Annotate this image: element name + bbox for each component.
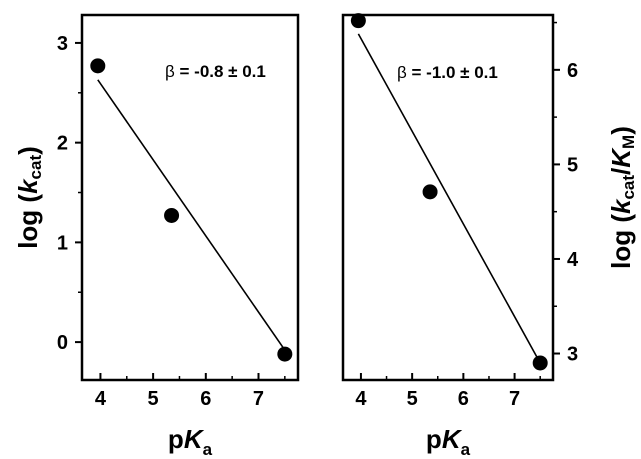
- y-title-sub: cat: [26, 155, 45, 180]
- fit-line: [97, 79, 286, 351]
- x-tick-label: 6: [200, 388, 211, 410]
- y-title-italic: k: [606, 198, 636, 214]
- x-title-italic: K: [184, 424, 205, 454]
- y-tick-label: 0: [57, 332, 68, 354]
- data-point: [164, 207, 180, 223]
- data-points: [90, 58, 293, 362]
- y-tick-label: 5: [567, 154, 578, 176]
- y-title-suffix: ): [13, 146, 43, 155]
- x-tick-label: 4: [355, 388, 367, 410]
- beta-symbol: β: [397, 63, 407, 82]
- y-tick-label: 3: [57, 33, 68, 55]
- y-tick-label: 6: [567, 60, 578, 82]
- y-tick-label: 1: [57, 232, 68, 254]
- data-point: [532, 355, 548, 371]
- y-title-suffix: ): [606, 126, 636, 135]
- data-point: [350, 13, 366, 29]
- x-title-sub: a: [203, 440, 213, 459]
- x-axis-ticks: 4 5 6 7: [95, 373, 286, 410]
- beta-value: = -1.0 ± 0.1: [407, 63, 498, 82]
- y-tick-label: 2: [57, 133, 68, 155]
- y-axis-ticks: 3 4 5 6: [553, 21, 579, 366]
- x-title-italic: K: [442, 424, 463, 454]
- y-tick-label: 4: [567, 249, 579, 271]
- data-point: [90, 58, 106, 74]
- beta-annotation: β = -1.0 ± 0.1: [397, 63, 498, 82]
- left-panel-kcat: 4 5 6 7 0 1 2 3 β = -0.8 ± 0.1 pKa log (kcat): [13, 13, 300, 459]
- x-tick-label: 4: [95, 388, 107, 410]
- y-title-prefix: log (: [13, 194, 43, 249]
- y-title-italic: k: [13, 178, 43, 194]
- x-axis-title: pKa: [168, 424, 213, 459]
- y-title-prefix: log (: [606, 214, 636, 269]
- y-title-sub: cat: [619, 175, 638, 200]
- x-tick-label: 5: [148, 388, 159, 410]
- beta-value: = -0.8 ± 0.1: [175, 62, 266, 81]
- y-axis-title: log (kcat/KM): [606, 126, 639, 269]
- y-title-sub2: M: [619, 135, 638, 149]
- y-tick-label: 3: [567, 344, 578, 366]
- x-tick-label: 5: [407, 388, 418, 410]
- y-title-italic2: K: [606, 147, 636, 168]
- x-title-main: p: [168, 424, 184, 454]
- x-tick-label: 7: [253, 388, 264, 410]
- data-points: [350, 13, 548, 371]
- y-title-mid: /: [606, 168, 636, 175]
- beta-symbol: β: [165, 62, 175, 81]
- y-axis-ticks: 0 1 2 3: [57, 33, 82, 354]
- x-title-sub: a: [461, 440, 471, 459]
- fit-line: [357, 33, 541, 364]
- x-tick-label: 6: [458, 388, 469, 410]
- data-point: [277, 346, 293, 362]
- x-axis-ticks: 4 5 6 7: [355, 373, 541, 410]
- x-title-main: p: [426, 424, 442, 454]
- data-point: [422, 184, 438, 200]
- plot-frame: [341, 13, 555, 382]
- x-axis-title: pKa: [426, 424, 471, 459]
- x-tick-label: 7: [509, 388, 520, 410]
- y-axis-title: log (kcat): [13, 146, 46, 249]
- beta-annotation: β = -0.8 ± 0.1: [165, 62, 266, 81]
- plot-frame: [80, 13, 300, 382]
